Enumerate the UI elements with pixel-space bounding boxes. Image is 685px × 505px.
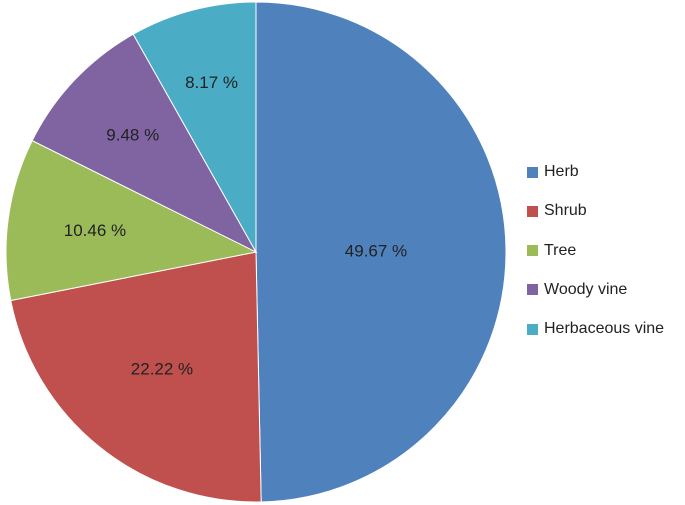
legend-label-herb: Herb (544, 163, 579, 180)
legend-item-herb: Herb (527, 162, 664, 182)
legend-swatch-herbaceous-vine (527, 323, 538, 335)
legend: Herb Shrub Tree Woody vine Herbaceous vi… (527, 162, 664, 358)
pie-slice-tree (5, 139, 258, 302)
pie-slice-woody-vine (31, 33, 258, 254)
legend-item-shrub: Shrub (527, 201, 664, 221)
pie-slices (5, 1, 507, 503)
legend-swatch-herb (527, 166, 538, 178)
legend-swatch-woody-vine (527, 284, 538, 296)
data-label-shrub: 22.22 % (131, 359, 193, 378)
legend-label-shrub: Shrub (544, 202, 587, 220)
data-label-tree: 10.46 % (64, 221, 126, 240)
data-label-herb: 49.67 % (345, 241, 407, 260)
legend-swatch-shrub (527, 205, 538, 217)
data-label-herbaceous-vine: 8.17 % (185, 73, 238, 92)
legend-label-tree: Tree (544, 241, 577, 259)
legend-item-tree: Tree (527, 241, 664, 261)
legend-item-woody-vine: Woody vine (527, 280, 664, 300)
pie-slice-herb (255, 1, 507, 503)
data-label-woody-vine: 9.48 % (106, 125, 159, 144)
legend-swatch-tree (527, 245, 538, 257)
pie-slice-shrub (10, 251, 262, 503)
legend-label-herbaceous-vine: Herbaceous vine (544, 320, 665, 338)
pie-slice-labels: 49.67 % 22.22 % 10.46 % 9.48 % 8.17 % (64, 73, 407, 378)
legend-item-herbaceous-vine: Herbaceous vine (527, 319, 664, 339)
legend-label-woody-vine: Woody vine (544, 280, 628, 298)
pie-slice-herbaceous-vine (132, 1, 257, 254)
